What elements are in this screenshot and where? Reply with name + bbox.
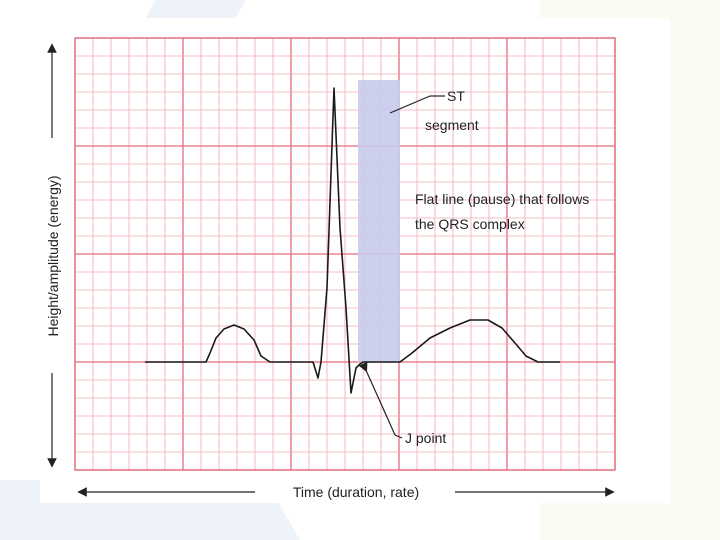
grid-border <box>74 37 616 471</box>
ecg-trace <box>145 87 560 394</box>
flat-line-label-2: the QRS complex <box>415 216 525 232</box>
ecg-grid <box>74 37 616 471</box>
y-axis-label: Height/amplitude (energy) <box>45 175 61 336</box>
x-axis-label: Time (duration, rate) <box>293 484 419 500</box>
flat-line-label-1: Flat line (pause) that follows <box>415 191 589 207</box>
j-point-leader-line <box>358 361 396 436</box>
ecg-diagram: ST segment Flat line (pause) that follow… <box>45 37 616 500</box>
st-segment-label-1: ST <box>447 88 465 104</box>
j-point-label: J point <box>405 430 446 446</box>
st-segment-highlight <box>358 80 400 362</box>
background-shape <box>144 0 246 20</box>
st-leader-line <box>389 95 431 114</box>
ecg-figure: ST segment Flat line (pause) that follow… <box>40 18 670 503</box>
st-segment-label-2: segment <box>425 117 479 133</box>
j-point-leader-tick <box>394 434 403 439</box>
